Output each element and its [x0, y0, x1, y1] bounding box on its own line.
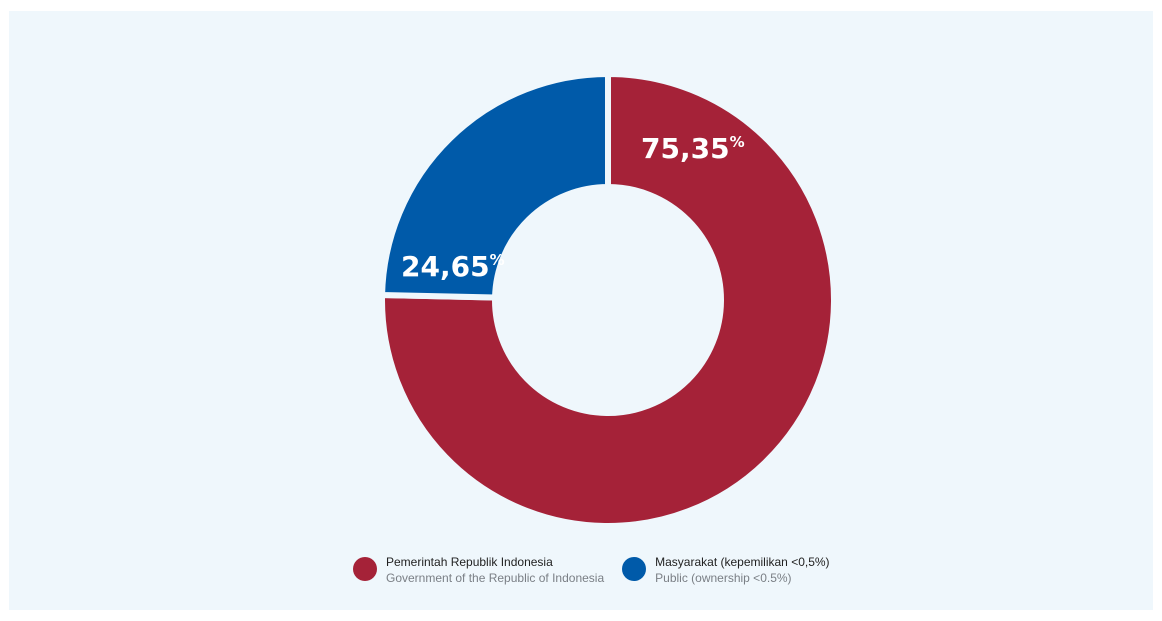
- slice-label-public: 24,65%: [401, 250, 505, 283]
- slices-layer: [378, 70, 837, 529]
- legend-label-government-en: Government of the Republic of Indonesia: [386, 571, 605, 585]
- legend-label-public: Masyarakat (kepemilikan <0,5%): [655, 555, 830, 569]
- legend-swatch-government: [353, 557, 377, 581]
- chart-legend: Pemerintah Republik Indonesia Government…: [353, 554, 830, 586]
- legend-label-government: Pemerintah Republik Indonesia: [386, 555, 553, 569]
- slice-label-government: 75,35%: [641, 132, 745, 165]
- legend-item-public: Masyarakat (kepemilikan <0,5%) Public (o…: [622, 554, 830, 586]
- legend-label-public-en: Public (ownership <0.5%): [655, 571, 792, 585]
- slice-labels-layer: 75,35% 24,65%: [401, 132, 745, 283]
- slice-public: [378, 70, 611, 301]
- legend-swatch-public: [622, 557, 647, 581]
- legend-item-government: Pemerintah Republik Indonesia Government…: [353, 554, 604, 586]
- slice-government: [379, 70, 837, 529]
